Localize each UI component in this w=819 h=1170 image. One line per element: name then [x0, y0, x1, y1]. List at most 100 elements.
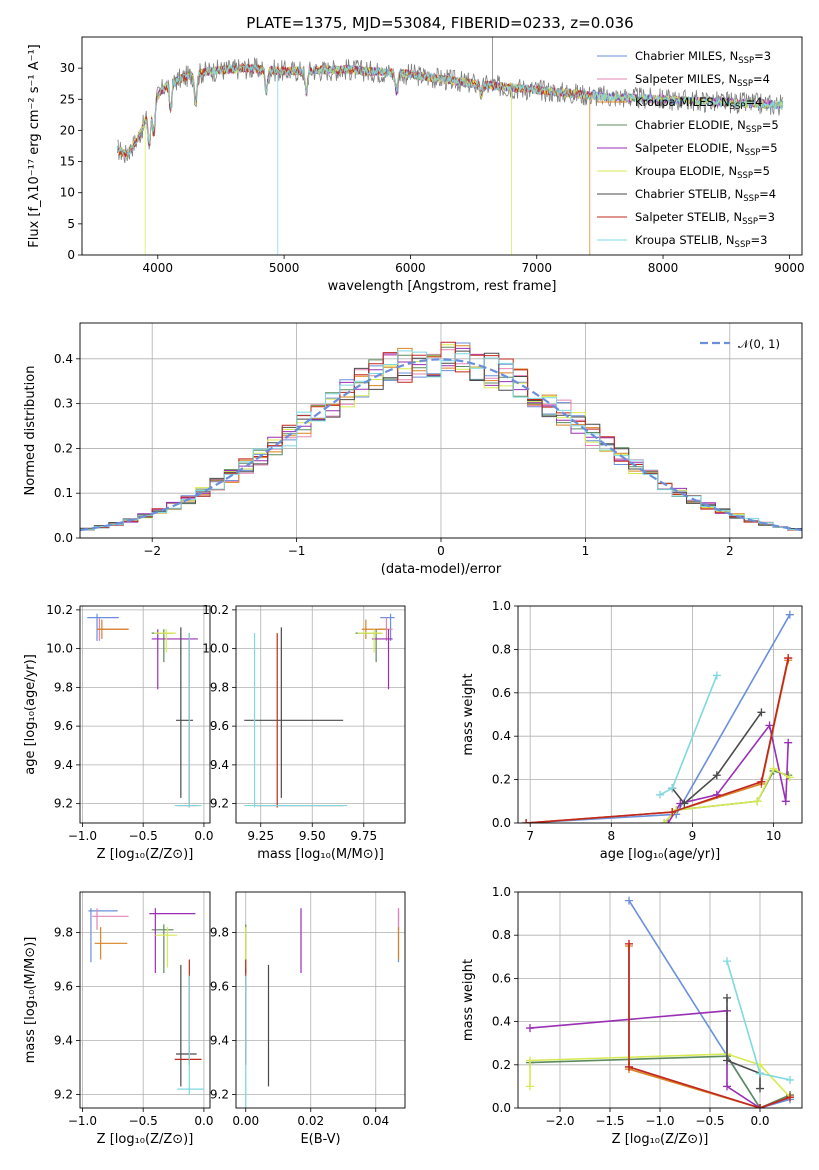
weight-vs-Z-y-tick-label: 0.2 — [492, 1058, 511, 1072]
weight-vs-Z-x-axis-label: Z [log₁₀(Z/Z⊙)] — [612, 1132, 709, 1147]
weight-vs-Z-y-tick-label: 0.0 — [492, 1101, 511, 1115]
mass-vs-Z-y-tick-label: 9.6 — [54, 980, 73, 994]
residuals-histogram-step — [80, 341, 802, 531]
weight-vs-age-point-marker — [785, 773, 794, 782]
mass-vs-ebv-x-tick-label: 0.00 — [232, 1114, 259, 1128]
spectrum-x-axis-label: wavelength [Angstrom, rest frame] — [328, 279, 557, 294]
residuals-x-axis-label: (data-model)/error — [381, 562, 502, 577]
residuals-x-tick-label: 2 — [726, 544, 734, 558]
age-vs-Z-x-tick-label: 0.0 — [194, 829, 213, 843]
weight-vs-age-frame — [517, 605, 803, 824]
residuals-y-axis-label: Normed distribution — [23, 366, 38, 496]
weight-vs-Z-y-tick-label: 0.4 — [492, 1015, 511, 1029]
weight-vs-age-y-tick-label: 0.6 — [492, 686, 511, 700]
spectrum-series-line — [117, 63, 784, 255]
weight-vs-age-x-tick-label: 8 — [607, 829, 615, 843]
spectrum-y-tick-label: 0 — [67, 248, 75, 262]
spectrum-x-tick-label: 7000 — [521, 261, 552, 275]
weight-vs-Z-y-axis-label: mass weight — [461, 959, 476, 1041]
spectrum-legend-label: Chabrier MILES, NSSP=3 — [635, 49, 771, 66]
weight-vs-Z-point-marker — [625, 1062, 633, 1071]
spectrum-x-tick-label: 4000 — [143, 261, 174, 275]
weight-vs-Z-point-marker — [786, 1075, 794, 1084]
weight-vs-age-y-tick-label: 0.4 — [492, 729, 511, 743]
spectrum-axes: 4000 5000 6000 7000 8000 9000 0 5 10 15 20 25 30 wave… — [27, 44, 805, 294]
mass-vs-ebv-frame — [235, 891, 406, 1109]
age-vs-mass-x-axis-label: mass [log₁₀(M/M⊙)] — [257, 847, 384, 862]
weight-vs-Z-y-tick-label: 0.8 — [492, 928, 511, 942]
weight-vs-Z-point-marker — [786, 1093, 794, 1102]
weight-vs-age-point-marker — [785, 610, 794, 619]
residuals-legend: 𝒩(0, 1) — [700, 337, 780, 351]
weight-vs-age-point-marker — [784, 654, 793, 663]
age-vs-Z-y-tick-label: 9.6 — [54, 719, 73, 733]
weight-vs-age-point-marker — [656, 790, 664, 799]
residuals-y-tick-label: 0.2 — [54, 441, 73, 455]
age-vs-mass-frame — [235, 605, 406, 824]
mass-vs-Z-y-axis-label: mass [log₁₀(M/M⊙)] — [23, 937, 38, 1064]
weight-vs-age-x-axis-label: age [log₁₀(age/yr)] — [600, 847, 721, 862]
weight-vs-Z-point-marker — [723, 957, 731, 966]
weight-vs-age-y-tick-label: 0.0 — [492, 816, 511, 830]
age-vs-Z-y-tick-label: 10.0 — [46, 642, 73, 656]
weight-vs-age-x-tick-label: 9 — [689, 829, 697, 843]
residuals-y-tick-label: 0.0 — [54, 531, 73, 545]
weight-vs-Z-point-marker — [526, 1082, 534, 1091]
weight-vs-age-y-axis-label: mass weight — [461, 673, 476, 755]
weight-vs-age-point-marker — [712, 771, 721, 780]
weight-vs-age-point-marker — [668, 808, 677, 817]
age-vs-mass-y-tick-label: 10.2 — [202, 603, 229, 617]
residuals-y-tick-label: 0.3 — [54, 397, 73, 411]
age-vs-mass-y-tick-label: 9.6 — [210, 719, 229, 733]
weight-vs-age-point-marker — [664, 819, 673, 823]
weight-vs-age-point-marker — [765, 721, 774, 730]
mass-vs-Z-axes: −1.0 −0.5 0.0 9.2 9.4 9.6 9.8 Z [log₁₀(Z/Z⊙)] ma… — [23, 892, 213, 1147]
age-vs-mass-errorbars — [244, 613, 395, 808]
residuals-y-tick-label: 0.4 — [54, 352, 73, 366]
residuals-steps — [80, 341, 802, 532]
residuals-legend-label: 𝒩(0, 1) — [738, 337, 780, 351]
weight-vs-Z-point-marker — [723, 1056, 731, 1065]
spectrum-legend-label: Chabrier ELODIE, NSSP=5 — [635, 118, 779, 135]
mass-vs-Z-y-tick-label: 9.4 — [54, 1034, 73, 1048]
weight-vs-age-point-marker — [660, 819, 669, 823]
weight-vs-age-lines — [522, 610, 794, 823]
age-vs-Z-y-axis-label: age [log₁₀(age/yr)] — [23, 654, 38, 775]
weight-vs-Z-point-marker — [723, 1082, 731, 1091]
weight-vs-Z-x-tick-label: −1.0 — [645, 1114, 674, 1128]
weight-vs-Z-x-tick-label: −0.5 — [695, 1114, 724, 1128]
weight-vs-Z-point-marker — [756, 1069, 764, 1078]
age-vs-Z-y-tick-label: 9.8 — [54, 680, 73, 694]
weight-vs-age-point-marker — [757, 777, 766, 786]
age-vs-Z-frame — [79, 605, 211, 824]
weight-vs-Z-series-line — [726, 997, 761, 1089]
spectrum-y-axis-label: Flux [f_λ10⁻¹⁷ erg cm⁻² s⁻¹ A⁻¹] — [27, 44, 42, 248]
weight-vs-Z-y-tick-label: 1.0 — [492, 885, 511, 899]
weight-vs-age-point-marker — [712, 671, 721, 680]
spectrum-legend-label: Kroupa STELIB, NSSP=3 — [635, 233, 767, 250]
mass-vs-ebv-y-tick-label: 9.8 — [210, 926, 229, 940]
spectrum-legend-label: Salpeter ELODIE, NSSP=5 — [635, 141, 778, 158]
spectrum-y-tick-label: 10 — [60, 186, 75, 200]
spectrum-legend-label: Salpeter MILES, NSSP=4 — [635, 72, 770, 89]
weight-vs-Z-x-tick-label: −2.0 — [545, 1114, 574, 1128]
residuals-normal-curve — [80, 358, 802, 532]
mass-vs-Z-y-tick-label: 9.2 — [54, 1088, 73, 1102]
weight-vs-age-point-marker — [784, 738, 793, 747]
weight-vs-Z-point-marker — [756, 1104, 764, 1108]
age-vs-Z-x-axis-label: Z [log₁₀(Z/Z⊙)] — [97, 847, 194, 862]
mass-vs-Z-x-tick-label: −1.0 — [68, 1114, 97, 1128]
spectrum-y-tick-label: 30 — [60, 61, 75, 75]
age-vs-Z-y-tick-label: 9.4 — [54, 758, 73, 772]
age-vs-mass-x-tick-label: 9.75 — [350, 829, 377, 843]
weight-vs-Z-point-marker — [723, 993, 731, 1002]
spectrum-frame — [81, 36, 803, 256]
weight-vs-age-point-marker — [522, 819, 531, 823]
age-vs-Z-x-tick-label: −0.5 — [129, 829, 158, 843]
mass-vs-ebv-y-tick-label: 9.6 — [210, 980, 229, 994]
spectrum-x-tick-label: 5000 — [269, 261, 300, 275]
weight-vs-age-point-marker — [753, 797, 762, 806]
mass-vs-Z-x-axis-label: Z [log₁₀(Z/Z⊙)] — [97, 1132, 194, 1147]
spectrum-y-tick-label: 25 — [60, 92, 75, 106]
